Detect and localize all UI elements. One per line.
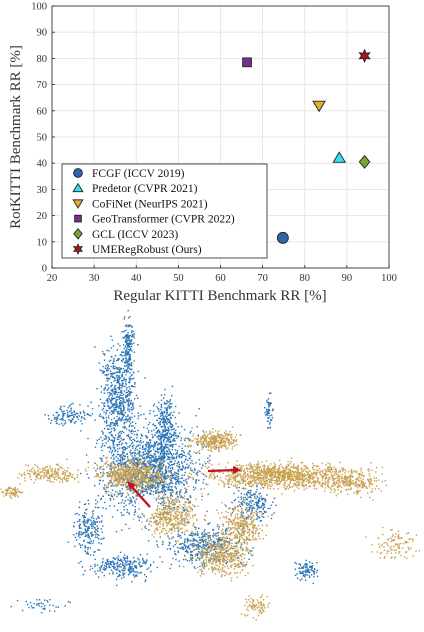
data-point-6: [358, 48, 371, 63]
y-tick-label: 30: [37, 185, 48, 196]
data-point-3: [312, 100, 326, 113]
x-tick-labels: 20 30 40 50 60 70 80 90 100: [47, 273, 397, 284]
legend-label-1: FCGF (ICCV 2019): [92, 168, 185, 180]
y-tick-label: 10: [37, 237, 48, 248]
arrow-left: [130, 485, 151, 508]
legend-marker-6: [72, 243, 84, 255]
x-tick-label: 40: [131, 273, 142, 284]
data-point-1: [276, 231, 289, 244]
y-tick-label: 100: [31, 2, 47, 13]
x-tick-label: 90: [342, 273, 353, 284]
plot-frame: [51, 5, 390, 269]
y-tick-label: 60: [37, 106, 48, 117]
legend-marker-2: [72, 182, 84, 193]
arrow-right: [207, 468, 237, 473]
y-axis-label: RotKITTI Benchmark RR [%]: [8, 45, 24, 229]
x-tick-label: 50: [173, 273, 184, 284]
data-point-4: [242, 57, 252, 68]
legend-marker-4: [74, 214, 82, 223]
arrow-right-head: [233, 466, 241, 474]
legend-marker-5: [73, 228, 83, 240]
point-cloud-points: [0, 309, 421, 621]
y-tick-label: 0: [42, 264, 47, 275]
scatter-chart: 20 30 40 50 60 70 80 90 100 0 10 20 30 40 50 60 70 80 90 1…: [8, 2, 397, 305]
y-tick-labels: 0 10 20 30 40 50 60 70 80 90 100: [31, 2, 47, 275]
y-tick-label: 20: [37, 211, 48, 222]
legend-label-4: GeoTransformer (CVPR 2022): [92, 214, 235, 226]
arrow-left-head: [127, 481, 136, 490]
data-point-2: [332, 151, 347, 163]
x-tick-label: 100: [381, 273, 397, 284]
data-point-5: [358, 154, 371, 169]
point-cloud-figure: [0, 309, 421, 621]
x-tick-label: 80: [300, 273, 311, 284]
legend-label-5: GCL (ICCV 2023): [92, 229, 178, 241]
y-tick-label: 70: [37, 80, 48, 91]
legend-label-3: CoFiNet (NeurIPS 2021): [92, 198, 208, 210]
legend-marker-1: [73, 168, 83, 178]
x-axis-label: Regular KITTI Benchmark RR [%]: [113, 288, 326, 304]
legend-box: [61, 163, 268, 259]
x-tick-label: 70: [257, 273, 268, 284]
x-tick-label: 30: [89, 273, 100, 284]
legend-marker-3: [72, 199, 84, 209]
x-tick-label: 20: [47, 273, 58, 284]
x-tick-label: 60: [215, 273, 226, 284]
y-tick-label: 50: [37, 133, 48, 144]
y-tick-label: 40: [37, 159, 48, 170]
data-points: [242, 48, 371, 244]
legend-label-2: Predetor (CVPR 2021): [92, 183, 198, 195]
y-tick-label: 90: [37, 28, 48, 39]
y-tick-label: 80: [37, 54, 48, 65]
legend: FCGF (ICCV 2019) Predetor (CVPR 2021) CoFi…: [61, 163, 268, 259]
correspondence-arrows: [127, 466, 241, 508]
legend-label-6: UMERegRobust (Ours): [92, 244, 202, 256]
